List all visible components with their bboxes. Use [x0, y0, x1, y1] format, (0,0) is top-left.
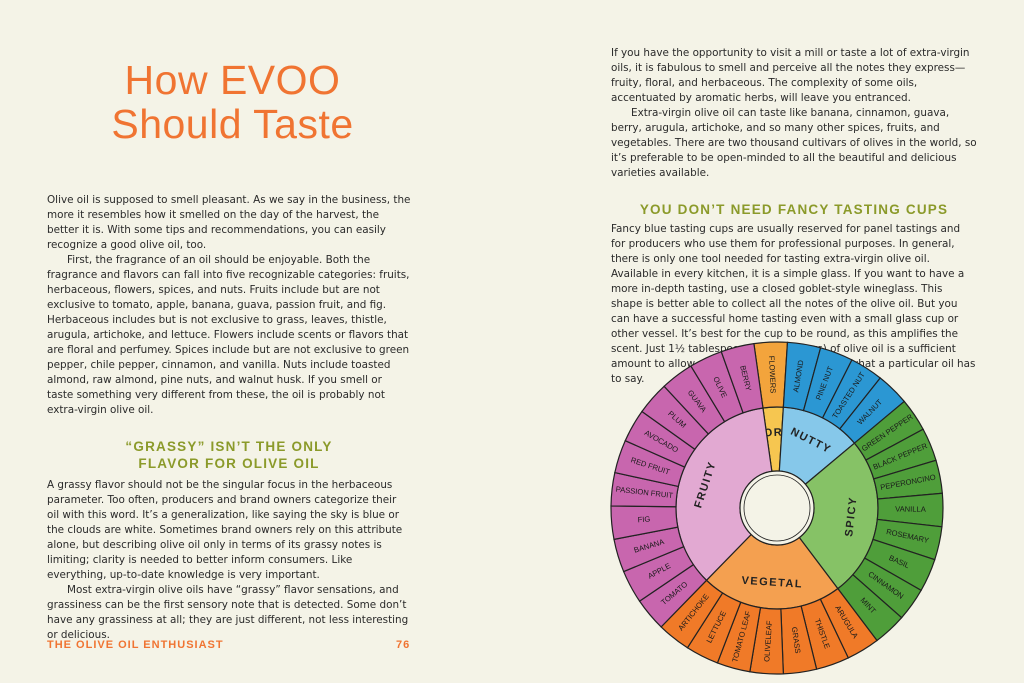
book-title: THE OLIVE OIL ENTHUSIAST	[47, 639, 224, 651]
flavor-segment	[720, 342, 764, 414]
left-column: Olive oil is supposed to smell pleasant.…	[47, 193, 411, 643]
wheel-hole	[739, 470, 815, 546]
section-heading: “GRASSY” ISN’T THE ONLY FLAVOR FOR OLIVE…	[47, 438, 411, 472]
category-label: VEGETAL	[741, 575, 803, 591]
paragraph: Most extra-virgin olive oils have “grass…	[47, 584, 409, 641]
page-number: 76	[396, 639, 411, 651]
flavor-label: FIG	[637, 514, 650, 524]
heading-line: FLAVOR FOR OLIVE OIL	[138, 456, 320, 471]
title-line: How EVOO	[124, 57, 341, 103]
wheel-hole-ring	[743, 474, 811, 542]
paragraph: First, the fragrance of an oil should be…	[47, 254, 410, 416]
flavor-label: VANILLA	[895, 504, 927, 513]
paragraph: If you have the opportunity to visit a m…	[611, 47, 970, 104]
section-heading: YOU DON’T NEED FANCY TASTING CUPS	[639, 202, 949, 217]
heading-line: “GRASSY” ISN’T THE ONLY	[125, 439, 333, 454]
title: How EVOO Should Taste	[60, 58, 405, 146]
flavor-label: OLIVELEAF	[762, 620, 774, 662]
title-line: Should Taste	[111, 101, 354, 147]
flavor-label: FLOWERS	[767, 356, 777, 394]
right-column: If you have the opportunity to visit a m…	[611, 46, 977, 387]
paragraph: Olive oil is supposed to smell pleasant.…	[47, 194, 411, 251]
paragraph: A grassy flavor should not be the singul…	[47, 479, 403, 581]
category-label: SPICY	[843, 496, 860, 538]
flavor-label: GRASS	[790, 626, 803, 654]
paragraph: Extra-virgin olive oil can taste like ba…	[611, 107, 977, 179]
